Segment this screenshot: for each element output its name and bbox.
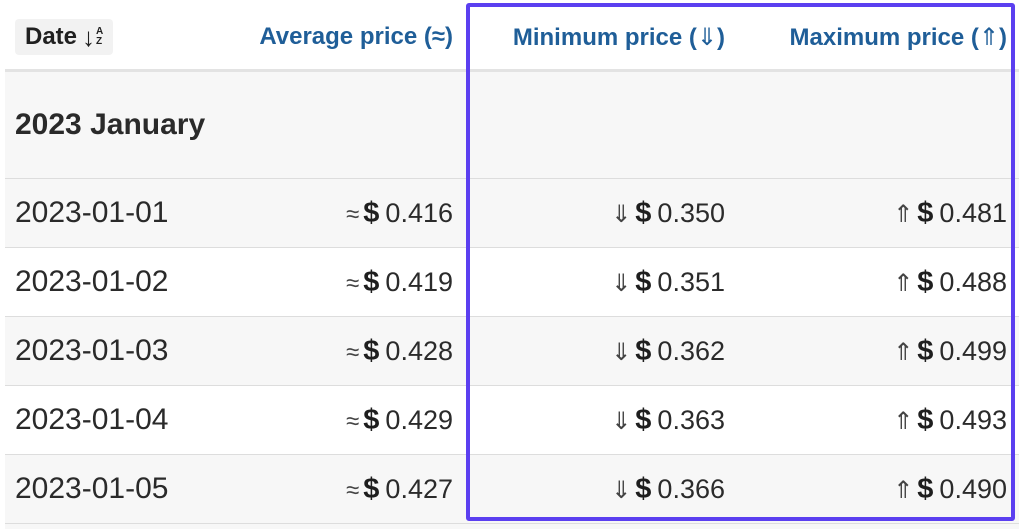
table-row: 2023-01-04 ≈ $0.429 ⇓ $0.363 ⇑ $0.493	[5, 385, 1019, 455]
average-price-cell: ≈ $0.429	[208, 385, 465, 455]
minimum-price-header-close: )	[717, 23, 725, 51]
dollar-sign: $	[363, 472, 380, 505]
maximum-price-cell: ⇑ $0.490	[737, 454, 1019, 524]
table-header-row: Date ↓ A Z Average price (≈) Minimum pri…	[5, 5, 1019, 72]
date-cell: 2023-01-04	[5, 385, 208, 455]
double-up-arrow-icon: ⇑	[978, 23, 999, 51]
date-sort-button[interactable]: Date ↓ A Z	[15, 19, 114, 55]
dollar-sign: $	[363, 334, 380, 367]
double-down-arrow-icon: ⇓	[696, 23, 717, 51]
double-down-arrow-icon: ⇓	[611, 476, 632, 504]
average-price-cell: ≈ $0.427	[208, 454, 465, 524]
dollar-sign: $	[917, 334, 934, 367]
average-price-value: 0.428	[385, 335, 453, 366]
price-history-table: Date ↓ A Z Average price (≈) Minimum pri…	[5, 5, 1019, 529]
average-price-value: 0.419	[385, 266, 453, 297]
average-price-cell: ≈ $0.419	[208, 247, 465, 317]
sort-a-letter: A	[96, 26, 104, 37]
date-header-label: Date	[25, 23, 78, 50]
maximum-price-value: 0.490	[939, 473, 1007, 504]
minimum-price-value: 0.351	[657, 266, 725, 297]
minimum-price-value: 0.366	[657, 473, 725, 504]
minimum-price-column-header[interactable]: Minimum price (⇓)	[465, 5, 737, 72]
minimum-price-cell: ⇓ $0.350	[465, 178, 737, 248]
maximum-price-cell: ⇑ $0.493	[737, 385, 1019, 455]
average-price-value: 0.427	[385, 473, 453, 504]
approx-icon: ≈	[346, 338, 360, 366]
double-up-arrow-icon: ⇑	[893, 476, 914, 504]
dollar-sign: $	[917, 472, 934, 505]
dollar-sign: $	[917, 265, 934, 298]
approx-icon: ≈	[346, 200, 360, 228]
maximum-price-value: 0.488	[939, 266, 1007, 297]
minimum-price-cell: ⇓ $0.351	[465, 247, 737, 317]
dollar-sign: $	[635, 334, 652, 367]
maximum-price-column-header[interactable]: Maximum price (⇑)	[737, 5, 1019, 72]
maximum-price-cell: ⇑ $0.481	[737, 178, 1019, 248]
average-price-value: 0.429	[385, 404, 453, 435]
double-up-arrow-icon: ⇑	[893, 407, 914, 435]
partial-next-row	[5, 523, 1019, 529]
dollar-sign: $	[363, 403, 380, 436]
date-column-header[interactable]: Date ↓ A Z	[5, 5, 208, 72]
maximum-price-value: 0.499	[939, 335, 1007, 366]
maximum-price-cell: ⇑ $0.499	[737, 316, 1019, 386]
dollar-sign: $	[917, 196, 934, 229]
double-up-arrow-icon: ⇑	[893, 338, 914, 366]
sort-z-letter: Z	[96, 36, 103, 47]
minimum-price-cell: ⇓ $0.363	[465, 385, 737, 455]
dollar-sign: $	[363, 265, 380, 298]
double-down-arrow-icon: ⇓	[611, 269, 632, 297]
minimum-price-value: 0.350	[657, 197, 725, 228]
dollar-sign: $	[363, 196, 380, 229]
average-price-cell: ≈ $0.416	[208, 178, 465, 248]
dollar-sign: $	[635, 472, 652, 505]
double-up-arrow-icon: ⇑	[893, 269, 914, 297]
date-cell: 2023-01-05	[5, 454, 208, 524]
double-up-arrow-icon: ⇑	[893, 200, 914, 228]
maximum-price-header-close: )	[999, 23, 1007, 51]
minimum-price-value: 0.363	[657, 404, 725, 435]
double-down-arrow-icon: ⇓	[611, 407, 632, 435]
approx-icon: ≈	[346, 407, 360, 435]
date-cell: 2023-01-01	[5, 178, 208, 248]
dollar-sign: $	[635, 196, 652, 229]
maximum-price-header-label: Maximum price (	[789, 23, 979, 51]
sort-az-icon: A Z	[96, 27, 103, 47]
partial-next-row-cell	[5, 523, 1019, 529]
dollar-sign: $	[635, 265, 652, 298]
average-price-value: 0.416	[385, 197, 453, 228]
average-price-column-header[interactable]: Average price (≈)	[208, 5, 465, 72]
table-row: 2023-01-01 ≈ $0.416 ⇓ $0.350 ⇑ $0.481	[5, 178, 1019, 248]
approx-icon: ≈	[346, 269, 360, 297]
date-cell: 2023-01-02	[5, 247, 208, 317]
maximum-price-value: 0.481	[939, 197, 1007, 228]
table-row: 2023-01-03 ≈ $0.428 ⇓ $0.362 ⇑ $0.499	[5, 316, 1019, 386]
sort-down-arrow-icon: ↓	[82, 22, 96, 52]
minimum-price-header-label: Minimum price (	[512, 23, 697, 51]
average-price-header-label: Average price (≈)	[259, 23, 453, 50]
table-row: 2023-01-02 ≈ $0.419 ⇓ $0.351 ⇑ $0.488	[5, 247, 1019, 317]
dollar-sign: $	[635, 403, 652, 436]
month-group-empty-cell	[465, 70, 1019, 179]
minimum-price-cell: ⇓ $0.362	[465, 316, 737, 386]
maximum-price-value: 0.493	[939, 404, 1007, 435]
table-row: 2023-01-05 ≈ $0.427 ⇓ $0.366 ⇑ $0.490	[5, 454, 1019, 524]
month-group-row: 2023 January	[5, 70, 1019, 179]
dollar-sign: $	[917, 403, 934, 436]
approx-icon: ≈	[346, 476, 360, 504]
date-cell: 2023-01-03	[5, 316, 208, 386]
month-group-label: 2023 January	[5, 70, 465, 179]
maximum-price-cell: ⇑ $0.488	[737, 247, 1019, 317]
minimum-price-value: 0.362	[657, 335, 725, 366]
double-down-arrow-icon: ⇓	[611, 338, 632, 366]
double-down-arrow-icon: ⇓	[611, 200, 632, 228]
average-price-cell: ≈ $0.428	[208, 316, 465, 386]
minimum-price-cell: ⇓ $0.366	[465, 454, 737, 524]
